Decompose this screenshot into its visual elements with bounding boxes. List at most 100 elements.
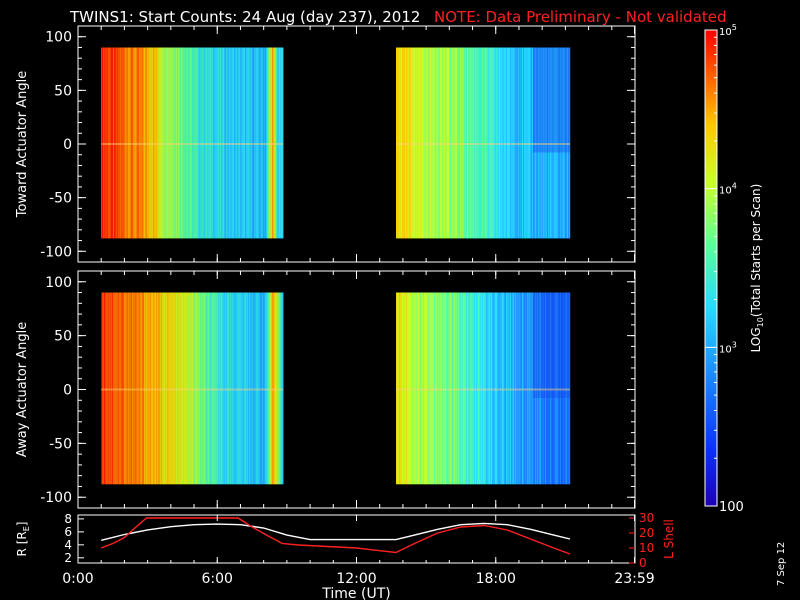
heatmap-column	[237, 292, 239, 485]
heatmap-column	[174, 292, 176, 485]
heatmap-column	[238, 292, 240, 485]
heatmap-column	[538, 292, 540, 485]
heatmap-column	[236, 47, 238, 239]
heatmap-column	[464, 47, 466, 239]
heatmap-column	[244, 292, 246, 485]
heatmap-column	[183, 292, 185, 485]
heatmap-column	[561, 47, 563, 239]
heatmap-column	[545, 47, 547, 239]
heatmap-column	[564, 292, 566, 485]
heatmap-column	[485, 292, 487, 485]
heatmap-column	[113, 47, 115, 239]
left-tick-label: 4	[64, 538, 72, 552]
heatmap-column	[262, 47, 264, 239]
heatmap-column	[451, 47, 453, 239]
heatmap-column	[437, 292, 439, 485]
heatmap-column	[475, 47, 477, 239]
heatmap-column	[432, 292, 434, 485]
heatmap-column	[457, 292, 459, 485]
heatmap-column	[200, 47, 202, 239]
heatmap-column	[260, 47, 262, 239]
heatmap-column	[227, 47, 229, 239]
heatmap-column	[156, 47, 158, 239]
heatmap-column	[556, 47, 558, 239]
heatmap-column	[275, 292, 277, 485]
heatmap-column	[455, 47, 457, 239]
heatmap-column	[398, 47, 400, 239]
heatmap-column	[160, 47, 162, 239]
heatmap-column	[534, 47, 536, 239]
heatmap-column	[247, 292, 249, 485]
heatmap-column	[125, 292, 127, 485]
heatmap-column	[419, 47, 421, 239]
heatmap-column	[465, 47, 467, 239]
heatmap-column	[512, 292, 514, 485]
heatmap-column	[224, 47, 226, 239]
heatmap-column	[491, 47, 493, 239]
heatmap-segment-2	[395, 292, 571, 485]
heatmap-column	[503, 47, 505, 239]
heatmap-column	[486, 47, 488, 239]
heatmap-column	[121, 47, 123, 239]
heatmap-column	[257, 292, 259, 485]
heatmap-column	[495, 47, 497, 239]
heatmap-column	[234, 292, 236, 485]
heatmap-column	[274, 47, 276, 239]
heatmap-column	[557, 292, 559, 485]
heatmap-column	[426, 47, 428, 239]
heatmap-column	[514, 292, 516, 485]
y-tick-label: 0	[63, 137, 72, 153]
heatmap-column	[102, 47, 104, 239]
colorbar-tick-label: 104	[719, 182, 737, 197]
heatmap-column	[130, 47, 132, 239]
heatmap-column	[418, 47, 420, 239]
heatmap-column	[477, 292, 479, 485]
heatmap-column	[150, 47, 152, 239]
heatmap-column	[462, 47, 464, 239]
heatmap-column	[249, 47, 251, 239]
heatmap-column	[253, 292, 255, 485]
heatmap-column	[213, 47, 215, 239]
heatmap-column	[274, 292, 276, 485]
heatmap-column	[518, 47, 520, 239]
y-tick-label: 50	[54, 83, 72, 99]
heatmap-column	[483, 47, 485, 239]
heatmap-column	[452, 47, 454, 239]
heatmap-column	[271, 292, 273, 485]
heatmap-column	[252, 47, 254, 239]
heatmap-column	[248, 292, 250, 485]
heatmap-column	[466, 47, 468, 239]
heatmap-column	[424, 47, 426, 239]
heatmap-column	[430, 292, 432, 485]
heatmap-column	[266, 47, 268, 239]
heatmap-column	[255, 47, 257, 239]
heatmap-column	[566, 292, 568, 485]
heatmap-column	[559, 292, 561, 485]
heatmap-column	[537, 47, 539, 239]
y-tick-label: -50	[49, 436, 72, 452]
heatmap-column	[555, 292, 557, 485]
heatmap-column	[223, 47, 225, 239]
heatmap-column	[405, 47, 407, 239]
heatmap-column	[207, 47, 209, 239]
heatmap-column	[540, 47, 542, 239]
heatmap-column	[104, 292, 106, 485]
heatmap-column	[103, 47, 105, 239]
heatmap-column	[215, 47, 217, 239]
heatmap-column	[522, 292, 524, 485]
heatmap-column	[519, 292, 521, 485]
heatmap-column	[202, 292, 204, 485]
heatmap-column	[517, 47, 519, 239]
heatmap-column	[159, 292, 161, 485]
heatmap-column	[502, 292, 504, 485]
heatmap-column	[225, 292, 227, 485]
heatmap-column	[246, 292, 248, 485]
heatmap-column	[132, 47, 134, 239]
heatmap-column	[509, 292, 511, 485]
heatmap-column	[488, 47, 490, 239]
heatmap-column	[481, 292, 483, 485]
heatmap-column	[484, 47, 486, 239]
heatmap-column	[530, 292, 532, 485]
heatmap-column	[245, 47, 247, 239]
toward-panel: 100 50 0 -50 -100 Toward Actuator Angle	[15, 25, 636, 263]
